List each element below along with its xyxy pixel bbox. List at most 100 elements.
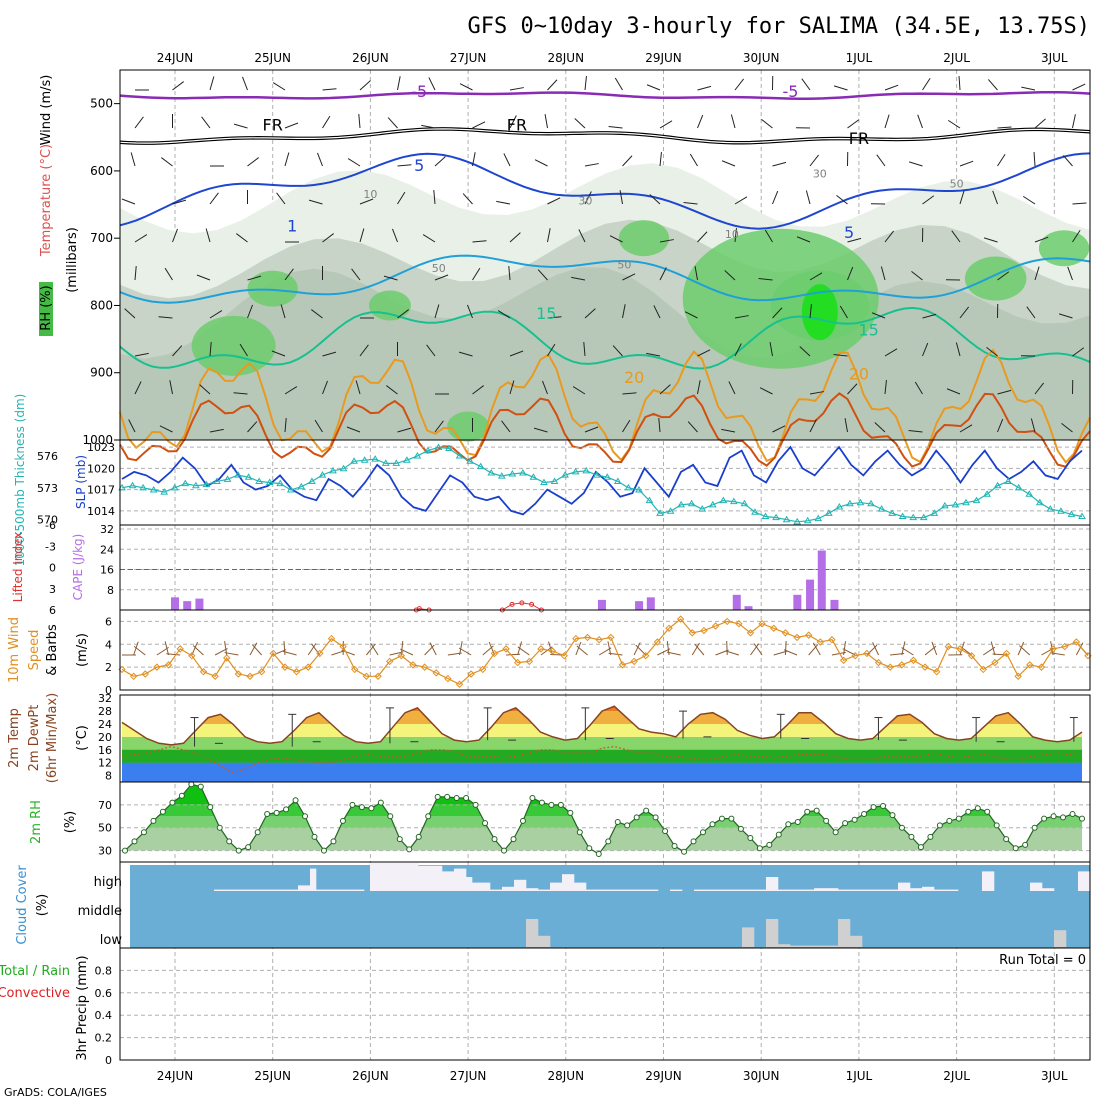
wind-barb [884,84,899,91]
cloud-high-bar [784,889,791,891]
thickness-point [972,496,981,504]
precip-label-total: Total / Rain [0,964,70,979]
rh-point [140,829,147,836]
thickness-point [1014,483,1023,491]
wind-barb [987,79,998,91]
contour-label: 10 [363,188,377,201]
wind-speed-point [141,670,149,678]
contour-label: 50 [617,258,631,271]
wind-speed-point [828,636,836,644]
thickness-point [624,483,633,491]
wind-barb [172,81,184,91]
wind-barb [801,78,811,91]
wind-barb [769,342,773,357]
cloud-high-bar [304,885,311,891]
thickness-point [308,477,316,484]
wind-barb [721,428,736,433]
temp-contour-5 [119,152,1091,230]
rh-point [1003,836,1010,843]
cloud-high-bar [820,888,827,891]
wind-barb [172,199,187,205]
wind-speed-point [595,636,603,644]
rh-point [387,813,394,820]
profile-y-tick: 700 [90,231,113,245]
cloud-high-bar [562,874,569,891]
rh-point [633,814,640,821]
thickness-point [983,490,991,497]
cloud-high-bar [508,886,515,891]
wind-barb [997,389,1012,395]
cloud-high-bar [550,882,557,891]
cloud-low-bar [856,935,863,947]
thickness-point [793,517,802,525]
cape-bar [195,598,204,610]
slp-tick: 1014 [87,505,115,518]
wind-barb [392,228,398,243]
wind-barb [397,309,409,319]
wind-barb-10m [843,641,847,656]
wind-barb [1072,83,1086,91]
rh-point [690,838,697,845]
wind-barb [386,385,398,395]
wind-barb [509,115,517,129]
cloud-high-bar [736,889,743,891]
wind-speed-point [700,626,708,635]
wind-barb [322,115,331,129]
cloud-level-label: middle [78,904,122,919]
wind-barb [121,198,136,205]
cloud-high-bar [826,888,833,891]
wind-barb [134,266,137,281]
rh-point [965,808,972,815]
wind-ylabel-c: & Barbs [45,624,60,676]
x-tick-top: 30JUN [743,51,780,65]
wind-speed-point [1014,672,1022,680]
wind-barb [1072,202,1087,205]
wind-barb-10m [311,643,321,656]
cloud-high-bar [754,889,761,891]
wind-barb-10m [133,645,146,656]
cloud-high-bar [652,889,659,891]
thickness-point [244,473,253,480]
wind-barb [772,425,786,433]
thickness-point [128,481,137,489]
wind-barb-10m [725,650,739,656]
rh-tick: 30 [98,845,112,858]
temp-contour-25 [119,392,1091,468]
wind-speed-point [1072,638,1081,646]
rh-point [842,820,849,827]
contour-label: 30 [578,195,592,208]
rh-point [453,795,460,801]
wind-barb [847,266,854,281]
cloud-low-bar [796,945,803,947]
cloud-high-bar [418,865,425,891]
wind-speed-point [653,638,662,646]
slp-line [121,445,1083,516]
cloud-high-bar [454,868,461,891]
wind-barb [734,78,745,91]
wind-barb-10m [1050,652,1065,656]
cloud-high-bar [916,888,923,891]
rh-point [415,833,422,840]
rh-point [339,817,346,824]
wind-barb [547,343,556,357]
cape-bar [793,594,802,610]
wind-barb-10m [133,641,139,656]
cape-bar [646,597,655,610]
wind-barb [908,161,923,167]
wind-barb [1034,236,1049,243]
cloud-low-bar [532,919,539,947]
cloud-high-bar [604,889,611,891]
cloud-high-bar [340,889,347,891]
cloud-high-bar [706,889,713,891]
cloud-high-bar [232,889,239,891]
rh-point [482,820,489,827]
wind-barb [1034,382,1045,395]
thickness-point [466,457,475,464]
wind-barb-10m [783,649,798,656]
rh-point [444,793,451,800]
cloud-high-bar [832,888,839,891]
wind-barb-10m [459,641,463,656]
rh-point [434,793,441,800]
rh-point [614,819,621,825]
